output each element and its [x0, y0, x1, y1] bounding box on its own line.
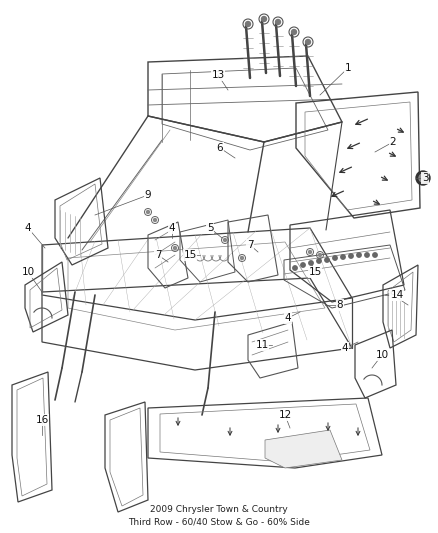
Circle shape: [419, 174, 427, 182]
Text: 4: 4: [342, 343, 348, 353]
Circle shape: [318, 254, 321, 256]
Polygon shape: [265, 430, 342, 468]
Circle shape: [293, 266, 297, 270]
Text: 10: 10: [21, 267, 35, 277]
Circle shape: [373, 253, 377, 257]
Text: 16: 16: [35, 415, 49, 425]
Text: 3: 3: [422, 173, 428, 183]
Text: 12: 12: [279, 410, 292, 420]
Text: 7: 7: [247, 240, 253, 250]
Text: 4: 4: [285, 313, 291, 323]
Circle shape: [301, 263, 305, 267]
Circle shape: [305, 39, 311, 44]
Circle shape: [240, 256, 244, 260]
Text: Third Row - 60/40 Stow & Go - 60% Side: Third Row - 60/40 Stow & Go - 60% Side: [128, 518, 310, 527]
Text: 5: 5: [207, 223, 213, 233]
Circle shape: [317, 259, 321, 263]
Circle shape: [325, 258, 329, 262]
Circle shape: [416, 171, 430, 185]
Text: 2009 Chrysler Town & Country: 2009 Chrysler Town & Country: [150, 505, 288, 514]
Circle shape: [146, 211, 149, 214]
Text: 4: 4: [169, 223, 175, 233]
Circle shape: [153, 219, 156, 222]
Circle shape: [261, 17, 266, 21]
Text: 14: 14: [390, 290, 404, 300]
Circle shape: [276, 20, 280, 25]
Circle shape: [223, 238, 226, 241]
Text: 6: 6: [217, 143, 223, 153]
Text: 13: 13: [212, 70, 225, 80]
Circle shape: [365, 253, 369, 257]
Circle shape: [292, 29, 297, 35]
Circle shape: [333, 256, 337, 260]
Circle shape: [309, 261, 313, 265]
Text: 9: 9: [145, 190, 151, 200]
Text: 15: 15: [184, 250, 197, 260]
Circle shape: [349, 254, 353, 258]
Text: 2: 2: [390, 137, 396, 147]
Circle shape: [308, 251, 311, 254]
Circle shape: [173, 246, 177, 249]
Text: 10: 10: [375, 350, 389, 360]
Text: 1: 1: [345, 63, 351, 73]
Text: 9: 9: [390, 290, 396, 300]
Text: 7: 7: [155, 250, 161, 260]
Circle shape: [246, 21, 251, 27]
Text: 11: 11: [255, 340, 268, 350]
Circle shape: [357, 253, 361, 257]
Text: 4: 4: [25, 223, 31, 233]
Circle shape: [341, 255, 345, 259]
Text: 8: 8: [337, 300, 343, 310]
Text: 15: 15: [308, 267, 321, 277]
